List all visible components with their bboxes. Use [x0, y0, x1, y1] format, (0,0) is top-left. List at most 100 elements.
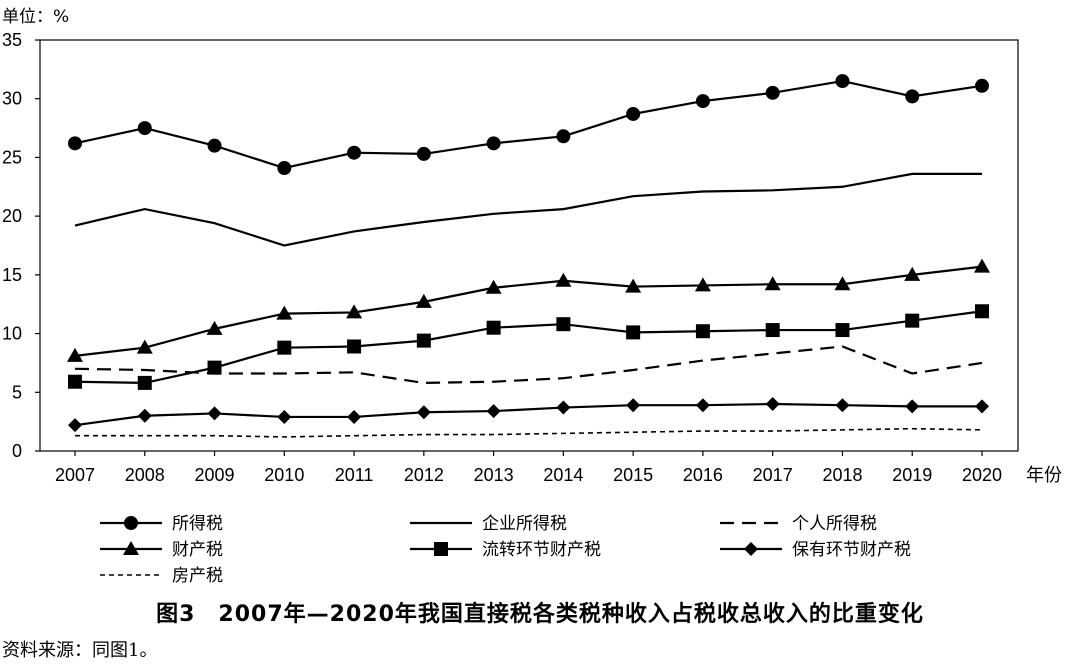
y-tick-label: 30: [2, 89, 22, 109]
legend-item: 个人所得税: [720, 514, 877, 534]
data-point-triangle: [415, 293, 432, 308]
data-point-circle: [556, 129, 571, 144]
series-6: [68, 397, 989, 433]
data-point-triangle: [694, 277, 711, 292]
legend-item: 财产税: [100, 540, 223, 560]
data-point-circle: [765, 85, 780, 100]
x-tick-label: 2008: [125, 465, 165, 485]
data-point-triangle: [974, 258, 990, 273]
series-3: [74, 345, 983, 384]
data-point-square: [277, 340, 292, 355]
data-point-square: [68, 374, 82, 389]
data-point-square: [905, 313, 920, 328]
legend-label: 保有环节财产税: [792, 540, 911, 560]
y-tick-label: 5: [12, 382, 22, 402]
y-tick-label: 0: [12, 441, 22, 461]
x-tick-label: 2019: [892, 465, 932, 485]
series-7: [75, 427, 983, 438]
x-tick-label: 2010: [264, 465, 304, 485]
x-tick-label: 2018: [822, 465, 862, 485]
data-point-triangle: [67, 347, 83, 362]
data-point-triangle: [123, 541, 139, 555]
x-axis-label: 年份: [1026, 465, 1062, 486]
data-point-square: [556, 317, 571, 332]
data-point-square: [765, 323, 780, 338]
data-point-triangle: [136, 339, 153, 354]
data-point-diamond: [277, 409, 292, 424]
data-point-square: [347, 339, 362, 354]
data-point-square: [626, 325, 641, 340]
data-point-triangle: [206, 320, 223, 335]
data-point-triangle: [764, 276, 781, 291]
data-point-diamond: [835, 398, 850, 413]
data-point-diamond: [347, 409, 362, 424]
data-point-diamond: [486, 404, 501, 419]
data-point-circle: [416, 146, 431, 161]
data-point-triangle: [485, 279, 502, 294]
data-point-circle: [68, 136, 82, 151]
y-tick-label: 20: [2, 206, 22, 226]
data-point-diamond: [765, 397, 780, 412]
data-point-triangle: [834, 276, 851, 291]
series-line: [74, 345, 983, 384]
data-point-square: [207, 360, 222, 375]
data-point-diamond: [695, 398, 710, 413]
legend-label: 企业所得税: [482, 514, 567, 534]
x-tick-label: 2016: [683, 465, 723, 485]
legend-label: 财产税: [172, 540, 223, 560]
series-line: [74, 79, 983, 170]
data-point-square: [137, 375, 152, 390]
data-point-square: [835, 323, 850, 338]
x-tick-label: 2020: [962, 465, 1002, 485]
x-tick-label: 2007: [55, 465, 95, 485]
legend-item: 流转环节财产税: [410, 540, 601, 560]
data-point-diamond: [416, 405, 431, 420]
data-point-circle: [975, 78, 989, 93]
series-2: [74, 172, 982, 247]
data-point-diamond: [207, 406, 222, 421]
data-point-square: [695, 324, 710, 339]
legend-item: 房产税: [100, 566, 223, 586]
legend-label: 流转环节财产税: [482, 540, 601, 560]
plot-frame: [39, 39, 1019, 452]
legend-label: 个人所得税: [792, 514, 877, 534]
series-line: [74, 402, 982, 427]
data-point-circle: [137, 121, 152, 136]
data-point-square: [416, 333, 431, 348]
y-axis: 0 5 10 15 20 25 30 35: [2, 30, 40, 461]
x-tick-label: 2017: [753, 465, 793, 485]
data-point-square: [975, 304, 989, 319]
data-point-diamond: [137, 408, 152, 423]
series-line: [74, 172, 982, 247]
y-unit-label: 单位：%: [2, 7, 69, 27]
data-point-square: [434, 542, 448, 556]
x-tick-label: 2009: [195, 465, 235, 485]
data-point-diamond: [975, 399, 989, 414]
data-point-diamond: [744, 542, 758, 556]
x-tick-label: 2014: [543, 465, 583, 485]
data-point-diamond: [556, 400, 571, 415]
data-point-circle: [835, 74, 850, 89]
data-point-square: [486, 320, 501, 335]
y-tick-label: 10: [2, 324, 22, 344]
series-line: [74, 265, 983, 357]
x-tick-label: 2015: [613, 465, 653, 485]
series-layer: [67, 74, 990, 438]
x-tick-label: 2013: [474, 465, 514, 485]
data-point-triangle: [346, 304, 363, 319]
data-point-circle: [124, 516, 138, 530]
x-tick-label: 2011: [335, 465, 374, 485]
series-5: [68, 304, 989, 390]
series-line: [74, 310, 983, 384]
data-point-diamond: [626, 398, 641, 413]
legend-item: 保有环节财产税: [720, 540, 911, 560]
data-point-circle: [626, 106, 641, 121]
data-point-diamond: [68, 418, 82, 433]
x-tick-label: 2012: [404, 465, 444, 485]
data-point-circle: [695, 94, 710, 109]
data-point-triangle: [625, 278, 642, 293]
data-point-triangle: [555, 272, 572, 287]
y-tick-label: 25: [2, 147, 22, 167]
data-point-diamond: [905, 399, 920, 414]
